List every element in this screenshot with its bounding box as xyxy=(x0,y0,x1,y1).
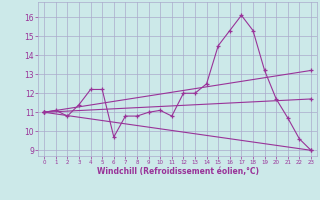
X-axis label: Windchill (Refroidissement éolien,°C): Windchill (Refroidissement éolien,°C) xyxy=(97,167,259,176)
